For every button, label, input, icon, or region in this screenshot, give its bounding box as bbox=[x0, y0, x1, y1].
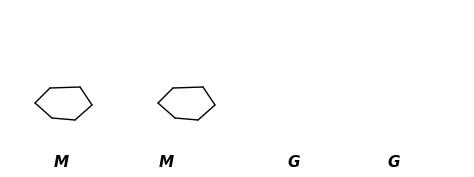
Text: G: G bbox=[288, 155, 300, 170]
Text: G: G bbox=[387, 155, 400, 170]
Text: M: M bbox=[158, 155, 173, 170]
Text: M: M bbox=[54, 155, 69, 170]
